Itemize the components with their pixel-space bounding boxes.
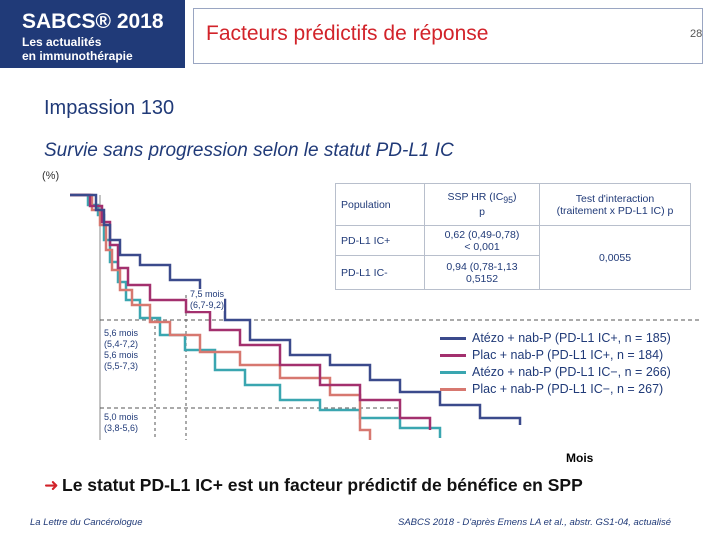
legend-item: Atézo + nab-P (PD-L1 IC+, n = 185)	[440, 331, 671, 345]
heading: Impassion 130	[44, 97, 175, 119]
curve	[70, 193, 372, 440]
legend-text: Atézo + nab-P (PD-L1 IC−, n = 266)	[472, 365, 671, 379]
annotation: 5,6 mois (5,4-7,2) 5,6 mois (5,5-7,3)	[104, 328, 139, 372]
arrow: ➜	[44, 475, 59, 495]
header-text: SSP HR (IC	[447, 191, 504, 204]
cell: 0,94 (0,78-1,13 0,5152	[424, 255, 540, 290]
logo-title: SABCS® 2018	[22, 10, 164, 33]
logo: SABCS® 2018 Les actualités en immunothéra…	[0, 0, 185, 68]
cell-line: 0,5152	[465, 272, 499, 285]
y-unit: (%)	[42, 170, 60, 182]
annotation-line: 5,6 mois	[104, 350, 139, 360]
annotation-line: (6,7-9,2)	[190, 300, 225, 310]
header-text: )	[513, 191, 517, 204]
legend-text: Atézo + nab-P (PD-L1 IC+, n = 185)	[472, 331, 671, 345]
annotation-line: 5,0 mois	[104, 412, 139, 422]
legend-swatch	[440, 354, 466, 358]
header-cell: Test d'interaction (traitement x PD-L1 IC…	[539, 183, 691, 226]
curve	[70, 193, 522, 425]
legend-swatch	[440, 337, 466, 341]
logo-subtitle: Les actualités en immunothérapie	[22, 35, 133, 63]
cell-line: 0,94 (0,78-1,13	[446, 260, 518, 273]
legend-swatch	[440, 388, 466, 392]
footer-left: La Lettre du Cancérologue	[30, 517, 143, 528]
legend-item: Atézo + nab-P (PD-L1 IC−, n = 266)	[440, 365, 671, 379]
curve	[70, 193, 432, 430]
annotation-line: (3,8-5,6)	[104, 423, 139, 433]
annotation-line: 5,6 mois	[104, 328, 139, 338]
cell: 0,0055	[539, 225, 691, 290]
annotation: 5,0 mois (3,8-5,6)	[104, 412, 139, 434]
x-label: Mois	[566, 451, 594, 465]
header-cell: SSP HR (IC95) p	[424, 183, 540, 226]
annotation-line: (5,4-7,2)	[104, 339, 139, 349]
page-number: 28	[690, 28, 703, 40]
header-text: (traitement x PD-L1 IC) p	[556, 204, 674, 217]
cell: PD-L1 IC+	[335, 225, 425, 256]
conclusion: Le statut PD-L1 IC+ est un facteur prédi…	[62, 475, 583, 495]
legend-item: Plac + nab-P (PD-L1 IC−, n = 267)	[440, 382, 663, 396]
cell-line: < 0,001	[464, 240, 500, 253]
cell: 0,62 (0,49-0,78) < 0,001	[424, 225, 540, 256]
annotation: 7,5 mois (6,7-9,2)	[190, 289, 225, 311]
annotation-line: 7,5 mois	[190, 289, 225, 299]
legend-item: Plac + nab-P (PD-L1 IC+, n = 184)	[440, 348, 663, 362]
header-cell: Population	[335, 183, 425, 226]
legend-text: Plac + nab-P (PD-L1 IC−, n = 267)	[472, 382, 664, 396]
logo-line: Les actualités	[22, 35, 102, 49]
header-text: Test d'interaction	[575, 192, 655, 205]
annotation-line: (5,5-7,3)	[104, 361, 139, 371]
legend-swatch	[440, 371, 466, 375]
legend-text: Plac + nab-P (PD-L1 IC+, n = 184)	[472, 348, 664, 362]
subheading: Survie sans progression selon le statut …	[44, 140, 454, 161]
header-sub: 95	[503, 195, 514, 206]
header-text: p	[479, 205, 485, 218]
logo-line: en immunothérapie	[22, 49, 133, 63]
cell-line: 0,62 (0,49-0,78)	[444, 228, 520, 241]
footer-right: SABCS 2018 - D'après Emens LA et al., ab…	[398, 517, 672, 528]
cell: PD-L1 IC-	[335, 255, 425, 290]
results-table: Population SSP HR (IC95) p Test d'interac…	[335, 183, 691, 290]
title-box	[193, 8, 703, 64]
title: Facteurs prédictifs de réponse	[206, 22, 489, 45]
